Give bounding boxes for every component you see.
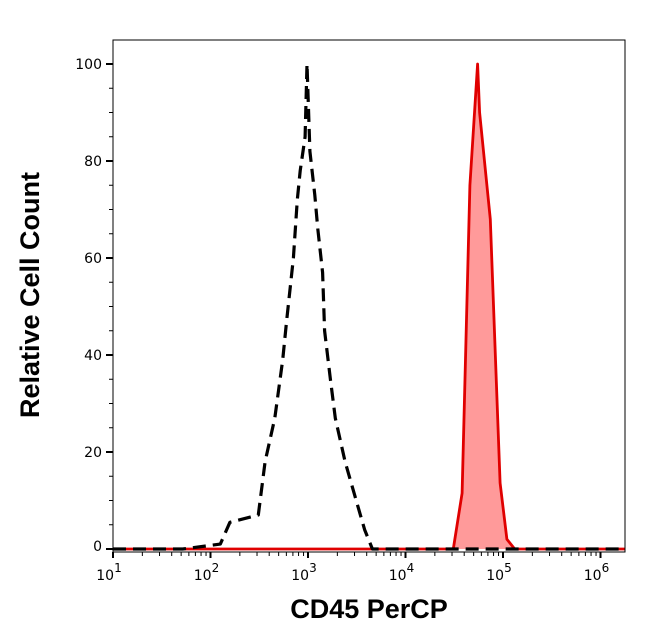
x-tick-label: 104 [389, 561, 414, 584]
x-tick-label: 101 [96, 561, 121, 584]
y-tick-label: 60 [84, 251, 102, 267]
y-tick-label: 40 [84, 348, 102, 364]
x-tick-label: 106 [584, 561, 609, 584]
y-tick-label: 0 [93, 539, 102, 555]
series-1-fill [113, 64, 625, 549]
y-tick-label: 80 [84, 154, 102, 170]
y-tick-label: 20 [84, 445, 102, 461]
series-0-line [113, 62, 625, 551]
y-tick-label: 100 [75, 57, 102, 73]
x-tick-label: 102 [194, 561, 219, 584]
plot-frame [112, 39, 626, 553]
series-1-line [113, 62, 625, 551]
x-tick-label: 105 [486, 561, 511, 584]
x-axis-title: CD45 PerCP [290, 594, 448, 624]
y-axis-title: Relative Cell Count [15, 172, 45, 418]
x-tick-label: 103 [291, 561, 316, 584]
